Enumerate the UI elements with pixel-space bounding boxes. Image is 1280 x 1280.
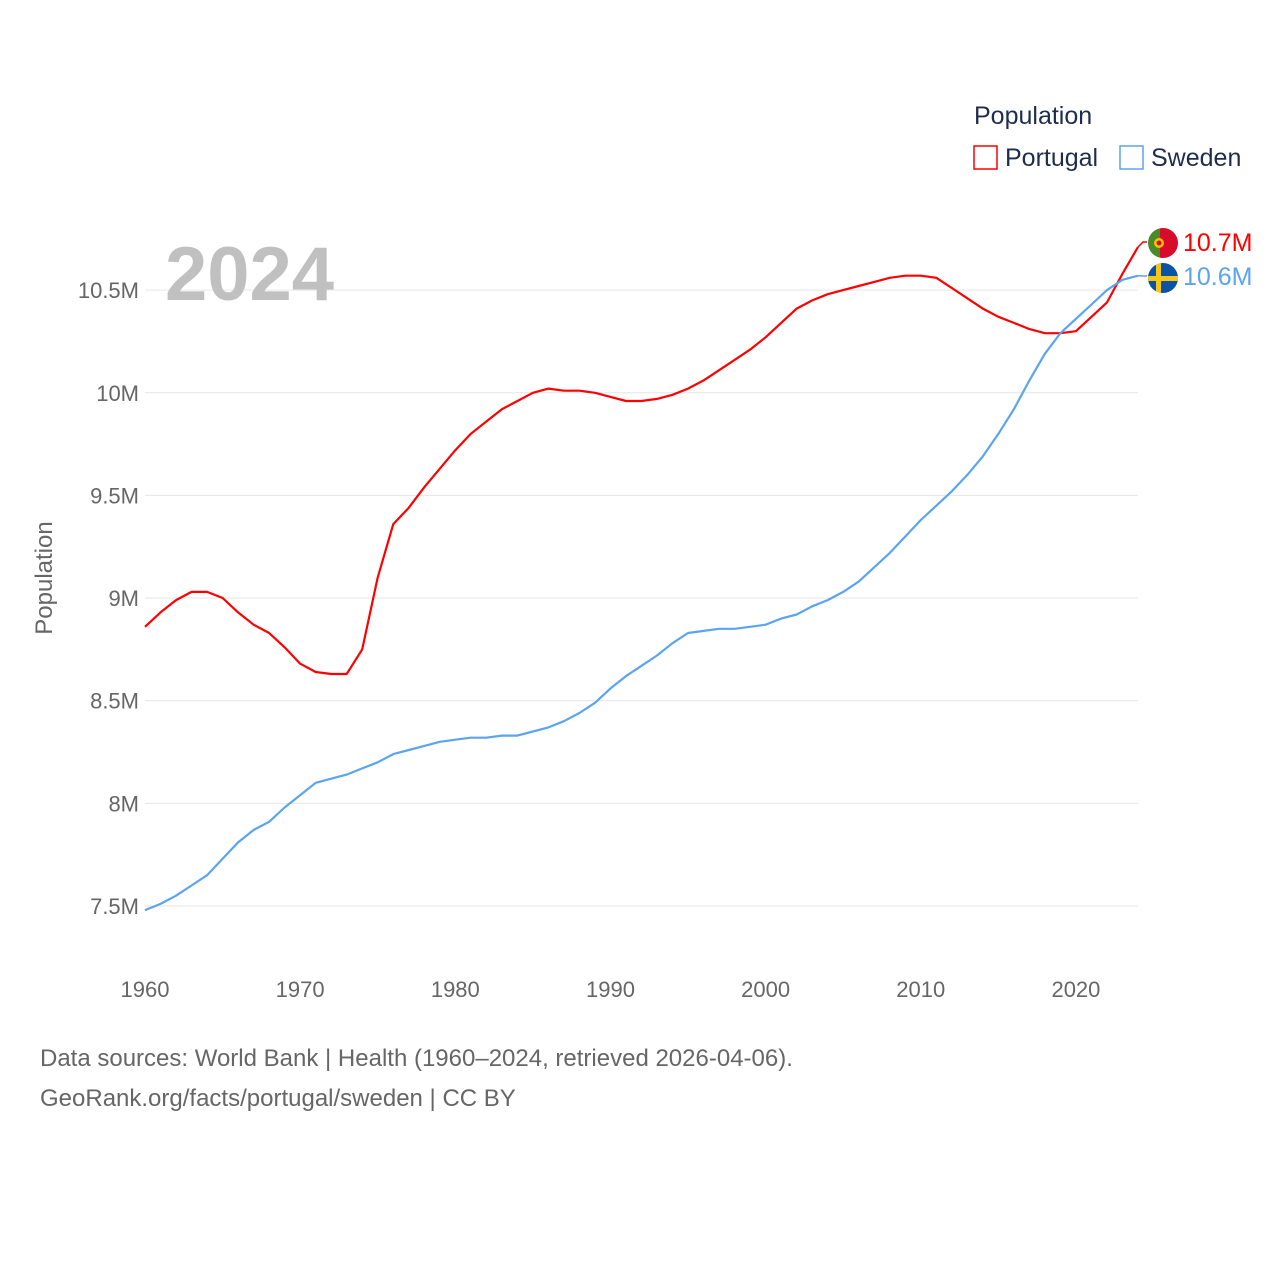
portugal-flag-icon bbox=[1148, 228, 1178, 258]
x-tick-label: 1970 bbox=[276, 977, 325, 1002]
x-tick-label: 2010 bbox=[896, 977, 945, 1002]
y-tick-label: 8.5M bbox=[90, 689, 139, 714]
end-label-connector bbox=[1137, 241, 1147, 248]
y-tick-label: 10M bbox=[96, 381, 139, 406]
legend-swatch-portugal bbox=[973, 145, 998, 170]
end-value-label-sweden: 10.6M bbox=[1183, 263, 1252, 291]
series-line-portugal bbox=[144, 246, 1139, 676]
y-tick-label: 7.5M bbox=[90, 894, 139, 919]
year-label: 2024 bbox=[165, 232, 334, 317]
x-tick-label: 1960 bbox=[121, 977, 170, 1002]
end-value-label-portugal: 10.7M bbox=[1183, 229, 1252, 257]
y-tick-label: 9M bbox=[108, 586, 139, 611]
y-tick-label: 8M bbox=[108, 791, 139, 816]
y-axis-title: Population bbox=[31, 521, 58, 634]
series-line-sweden bbox=[144, 274, 1139, 912]
legend-swatch-sweden bbox=[1119, 145, 1144, 170]
sweden-flag-icon bbox=[1148, 263, 1178, 293]
attribution-link[interactable]: GeoRank.org/facts/portugal/sweden | CC B… bbox=[40, 1085, 516, 1112]
x-tick-label: 1990 bbox=[586, 977, 635, 1002]
x-tick-label: 1980 bbox=[431, 977, 480, 1002]
x-tick-label: 2020 bbox=[1051, 977, 1100, 1002]
x-tick-label: 2000 bbox=[741, 977, 790, 1002]
y-tick-label: 9.5M bbox=[90, 483, 139, 508]
legend-label-portugal: Portugal bbox=[1005, 144, 1098, 172]
legend-title: Population bbox=[974, 102, 1092, 130]
legend-label-sweden: Sweden bbox=[1151, 144, 1241, 172]
data-source-text: Data sources: World Bank | Health (1960–… bbox=[40, 1045, 793, 1072]
y-tick-label: 10.5M bbox=[78, 278, 139, 303]
